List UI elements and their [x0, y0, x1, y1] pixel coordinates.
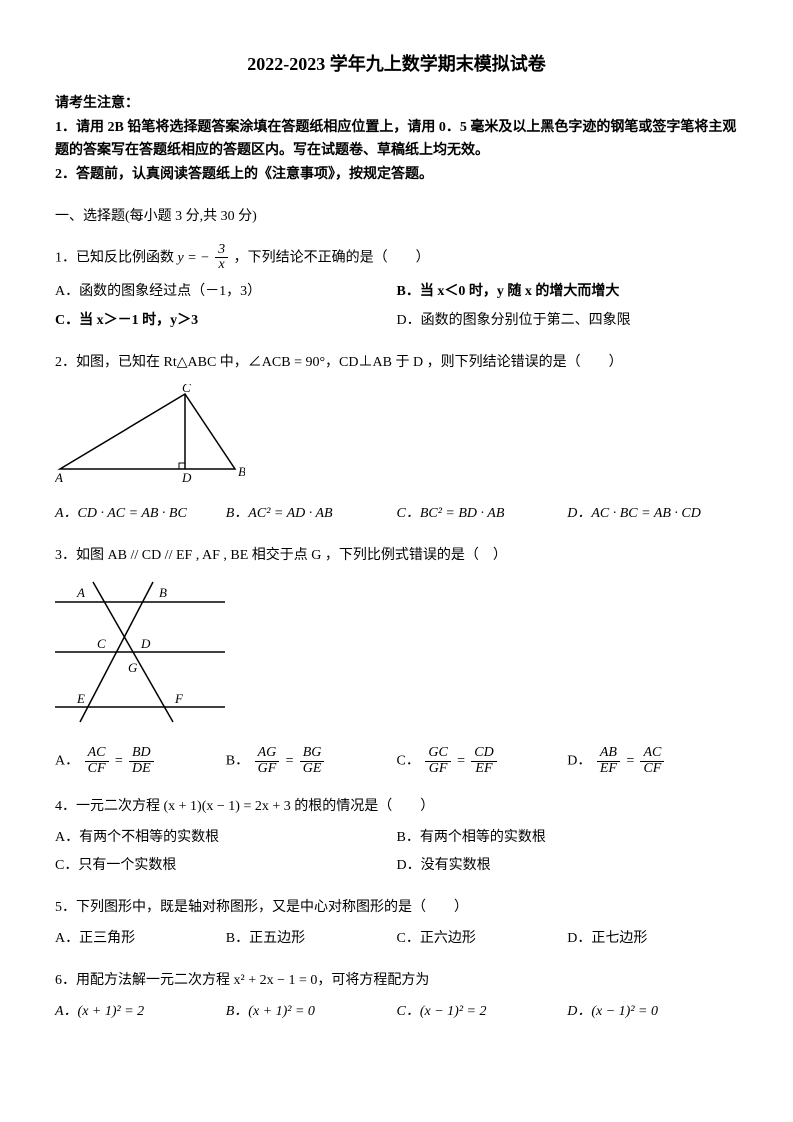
q1-option-a: A．函数的图象经过点（－1，3）	[55, 281, 397, 303]
q3-c-d1: GF	[425, 762, 450, 777]
q6-option-d: D．(x − 1)² = 0	[567, 1001, 738, 1023]
q1-option-b: B．当 x＜0 时，y 随 x 的增大而增大	[397, 281, 739, 303]
q3-c-n1: GC	[425, 746, 450, 762]
q1-option-d: D．函数的图象分别位于第二、四象限	[397, 310, 739, 332]
q2-option-d: D．AC · BC = AB · CD	[567, 503, 738, 525]
svg-text:A: A	[55, 470, 63, 484]
svg-text:D: D	[181, 470, 192, 484]
q6-option-b: B．(x + 1)² = 0	[226, 1001, 397, 1023]
q6-option-c: C．(x − 1)² = 2	[397, 1001, 568, 1023]
q5-option-b: B．正五边形	[226, 928, 397, 950]
q4-option-a: A．有两个不相等的实数根	[55, 827, 397, 849]
svg-text:B: B	[238, 464, 245, 479]
svg-text:C: C	[182, 384, 191, 395]
q4-options: A．有两个不相等的实数根 B．有两个相等的实数根 C．只有一个实数根 D．没有实…	[55, 827, 738, 884]
q5-option-c: C．正六边形	[397, 928, 568, 950]
question-1: 1．已知反比例函数 y = − 3 x ，下列结论不正确的是（ ）	[55, 243, 738, 273]
q3-figure: A B C D G E F	[55, 577, 738, 735]
instruction-line-1: 1．请用 2B 铅笔将选择题答案涂填在答题纸相应位置上，请用 0．5 毫米及以上…	[55, 117, 738, 162]
q2-figure: A B C D	[55, 384, 738, 492]
q5-option-a: A．正三角形	[55, 928, 226, 950]
instructions-header: 请考生注意：	[55, 93, 738, 115]
q3-parallel-svg: A B C D G E F	[55, 577, 225, 727]
question-2: 2．如图，已知在 Rt△ABC 中，∠ACB = 90°，CD⊥AB 于 D ，…	[55, 352, 738, 374]
q4-option-d: D．没有实数根	[397, 855, 739, 877]
instruction-line-2: 2．答题前，认真阅读答题纸上的《注意事项》，按规定答题。	[55, 164, 738, 186]
q1-func-left: y = −	[178, 250, 214, 265]
q2-triangle-svg: A B C D	[55, 384, 245, 484]
q6-options: A．(x + 1)² = 2 B．(x + 1)² = 0 C．(x − 1)²…	[55, 1001, 738, 1029]
q1-prefix: 1．已知反比例函数	[55, 250, 178, 265]
q3-option-d: D． ABEF = ACCF	[567, 746, 738, 776]
q3-a-label: A．	[55, 753, 79, 768]
section-1-header: 一、选择题(每小题 3 分,共 30 分)	[55, 206, 738, 228]
q1-fraction: 3 x	[215, 243, 228, 273]
page-title: 2022-2023 学年九上数学期末模拟试卷	[55, 50, 738, 79]
q3-b-d2: GE	[300, 762, 325, 777]
q3-c-d2: EF	[471, 762, 496, 777]
q3-b-n1: AG	[255, 746, 280, 762]
svg-text:F: F	[174, 691, 184, 706]
q4-option-c: C．只有一个实数根	[55, 855, 397, 877]
q1-frac-num: 3	[215, 243, 228, 259]
question-4: 4．一元二次方程 (x + 1)(x − 1) = 2x + 3 的根的情况是（…	[55, 796, 738, 818]
q1-option-c: C．当 x＞－1 时，y＞3	[55, 310, 397, 332]
q6-option-a: A．(x + 1)² = 2	[55, 1001, 226, 1023]
q2-options: A．CD · AC = AB · BC B．AC² = AD · AB C．BC…	[55, 503, 738, 531]
question-3: 3．如图 AB // CD // EF , AF , BE 相交于点 G ，下列…	[55, 545, 738, 567]
q3-a-n1: AC	[85, 746, 109, 762]
q3-option-c: C． GCGF = CDEF	[397, 746, 568, 776]
q3-c-label: C．	[397, 753, 420, 768]
q2-option-b: B．AC² = AD · AB	[226, 503, 397, 525]
instructions-block: 请考生注意： 1．请用 2B 铅笔将选择题答案涂填在答题纸相应位置上，请用 0．…	[55, 93, 738, 187]
q2-option-a: A．CD · AC = AB · BC	[55, 503, 226, 525]
svg-text:A: A	[76, 585, 85, 600]
q4-option-b: B．有两个相等的实数根	[397, 827, 739, 849]
q5-option-d: D．正七边形	[567, 928, 738, 950]
q3-c-n2: CD	[471, 746, 496, 762]
svg-text:E: E	[76, 691, 85, 706]
q3-b-n2: BG	[300, 746, 325, 762]
q3-a-d1: CF	[85, 762, 109, 777]
q3-d-label: D．	[567, 753, 591, 768]
q3-d-d2: CF	[640, 762, 664, 777]
q1-frac-den: x	[215, 258, 228, 273]
q3-options: A． ACCF = BDDE B． AGGF = BGGE C． GCGF = …	[55, 746, 738, 782]
q3-a-n2: BD	[129, 746, 154, 762]
q3-d-d1: EF	[597, 762, 620, 777]
q3-a-d2: DE	[129, 762, 154, 777]
q1-suffix: ，下列结论不正确的是（ ）	[234, 250, 430, 265]
svg-text:D: D	[140, 636, 151, 651]
q1-c-text: C．当 x＞－1 时，y＞3	[55, 313, 198, 328]
question-6: 6．用配方法解一元二次方程 x² + 2x − 1 = 0，可将方程配方为	[55, 970, 738, 992]
q1-b-text: B．当 x＜0 时，y 随 x 的增大而增大	[397, 284, 620, 299]
q3-option-a: A． ACCF = BDDE	[55, 746, 226, 776]
svg-text:G: G	[128, 660, 138, 675]
q3-option-b: B． AGGF = BGGE	[226, 746, 397, 776]
q2-option-c: C．BC² = BD · AB	[397, 503, 568, 525]
q3-b-d1: GF	[255, 762, 280, 777]
q3-b-label: B．	[226, 753, 249, 768]
svg-text:C: C	[97, 636, 106, 651]
q5-options: A．正三角形 B．正五边形 C．正六边形 D．正七边形	[55, 928, 738, 956]
q1-options: A．函数的图象经过点（－1，3） B．当 x＜0 时，y 随 x 的增大而增大 …	[55, 281, 738, 338]
q3-d-n2: AC	[640, 746, 664, 762]
svg-text:B: B	[159, 585, 167, 600]
question-5: 5．下列图形中，既是轴对称图形，又是中心对称图形的是（ ）	[55, 897, 738, 919]
q3-d-n1: AB	[597, 746, 620, 762]
